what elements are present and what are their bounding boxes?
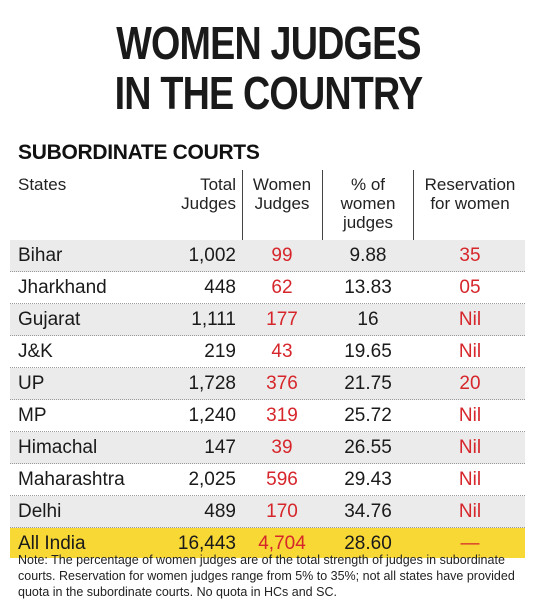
cell-women: 170 bbox=[266, 501, 298, 522]
cell-women: 39 bbox=[271, 437, 293, 458]
cell-state: Bihar bbox=[18, 245, 63, 266]
cell-reservation: Nil bbox=[458, 501, 482, 522]
header-women: Women Judges bbox=[252, 175, 312, 213]
header-divider bbox=[413, 170, 414, 240]
cell-total: 1,240 bbox=[188, 405, 236, 426]
cell-percent: 16 bbox=[357, 309, 379, 330]
cell-total: 2,025 bbox=[188, 469, 236, 490]
table-body: Bihar 1,002 99 9.88 35 Jharkhand 448 62 13.83 05 G… bbox=[10, 240, 525, 528]
cell-women: 43 bbox=[271, 341, 293, 362]
table-row: Maharashtra 2,025 596 29.43 Nil bbox=[10, 464, 525, 496]
headline-line-2: IN THE COUNTRY bbox=[114, 67, 424, 119]
cell-women: 376 bbox=[266, 373, 298, 394]
table-row: J&K 219 43 19.65 Nil bbox=[10, 336, 525, 368]
cell-state: Maharashtra bbox=[18, 469, 125, 490]
cell-percent: 34.76 bbox=[344, 501, 392, 522]
cell-total: 16,443 bbox=[177, 533, 236, 554]
cell-total: 489 bbox=[204, 501, 236, 522]
cell-reservation: Nil bbox=[458, 309, 482, 330]
header-divider bbox=[322, 170, 323, 240]
cell-reservation: 35 bbox=[459, 245, 481, 266]
header-total: Total Judges bbox=[181, 175, 236, 213]
section-title: SUBORDINATE COURTS bbox=[18, 141, 260, 164]
cell-reservation: Nil bbox=[458, 341, 482, 362]
cell-reservation: — bbox=[460, 533, 480, 554]
cell-percent: 21.75 bbox=[344, 373, 392, 394]
cell-percent: 9.88 bbox=[349, 245, 387, 266]
cell-women: 4,704 bbox=[258, 533, 306, 554]
cell-state: Himachal bbox=[18, 437, 98, 458]
cell-reservation: Nil bbox=[458, 469, 482, 490]
cell-reservation: Nil bbox=[458, 405, 482, 426]
cell-percent: 29.43 bbox=[344, 469, 392, 490]
cell-percent: 25.72 bbox=[344, 405, 392, 426]
cell-reservation: 05 bbox=[459, 277, 481, 298]
cell-total: 1,728 bbox=[188, 373, 236, 394]
cell-women: 99 bbox=[271, 245, 293, 266]
table-header: States Total Judges Women Judges % of women… bbox=[10, 170, 525, 240]
table-row: MP 1,240 319 25.72 Nil bbox=[10, 400, 525, 432]
judges-table: States Total Judges Women Judges % of women… bbox=[10, 170, 525, 558]
cell-reservation: 20 bbox=[459, 373, 481, 394]
table-row: Gujarat 1,111 177 16 Nil bbox=[10, 304, 525, 336]
headline: WOMEN JUDGES IN THE COUNTRY bbox=[0, 0, 537, 128]
cell-total: 1,002 bbox=[188, 245, 236, 266]
headline-line-1: WOMEN JUDGES bbox=[116, 17, 421, 69]
cell-state: Jharkhand bbox=[18, 277, 107, 298]
cell-women: 62 bbox=[271, 277, 293, 298]
cell-state: All India bbox=[18, 533, 86, 554]
cell-women: 177 bbox=[266, 309, 298, 330]
cell-state: MP bbox=[18, 405, 47, 426]
footnote: Note: The percentage of women judges are… bbox=[18, 553, 515, 599]
cell-total: 1,111 bbox=[191, 309, 236, 330]
cell-total: 448 bbox=[204, 277, 236, 298]
cell-total: 147 bbox=[204, 437, 236, 458]
table-row: Bihar 1,002 99 9.88 35 bbox=[10, 240, 525, 272]
cell-percent: 13.83 bbox=[344, 277, 392, 298]
header-reservation: Reservation for women bbox=[424, 175, 516, 213]
total-row: All India 16,443 4,704 28.60 — bbox=[10, 528, 525, 558]
table-row: Jharkhand 448 62 13.83 05 bbox=[10, 272, 525, 304]
header-percent: % of women judges bbox=[340, 175, 396, 232]
cell-total: 219 bbox=[204, 341, 236, 362]
header-states: States bbox=[18, 175, 67, 194]
cell-state: Gujarat bbox=[18, 309, 81, 330]
table-row: Himachal 147 39 26.55 Nil bbox=[10, 432, 525, 464]
cell-percent: 28.60 bbox=[344, 533, 392, 554]
cell-state: Delhi bbox=[18, 501, 62, 522]
table-row: UP 1,728 376 21.75 20 bbox=[10, 368, 525, 400]
cell-women: 319 bbox=[266, 405, 298, 426]
cell-percent: 19.65 bbox=[344, 341, 392, 362]
header-divider bbox=[242, 170, 243, 240]
cell-percent: 26.55 bbox=[344, 437, 392, 458]
cell-state: UP bbox=[18, 373, 45, 394]
cell-state: J&K bbox=[18, 341, 53, 362]
cell-women: 596 bbox=[266, 469, 298, 490]
cell-reservation: Nil bbox=[458, 437, 482, 458]
table-row: Delhi 489 170 34.76 Nil bbox=[10, 496, 525, 528]
